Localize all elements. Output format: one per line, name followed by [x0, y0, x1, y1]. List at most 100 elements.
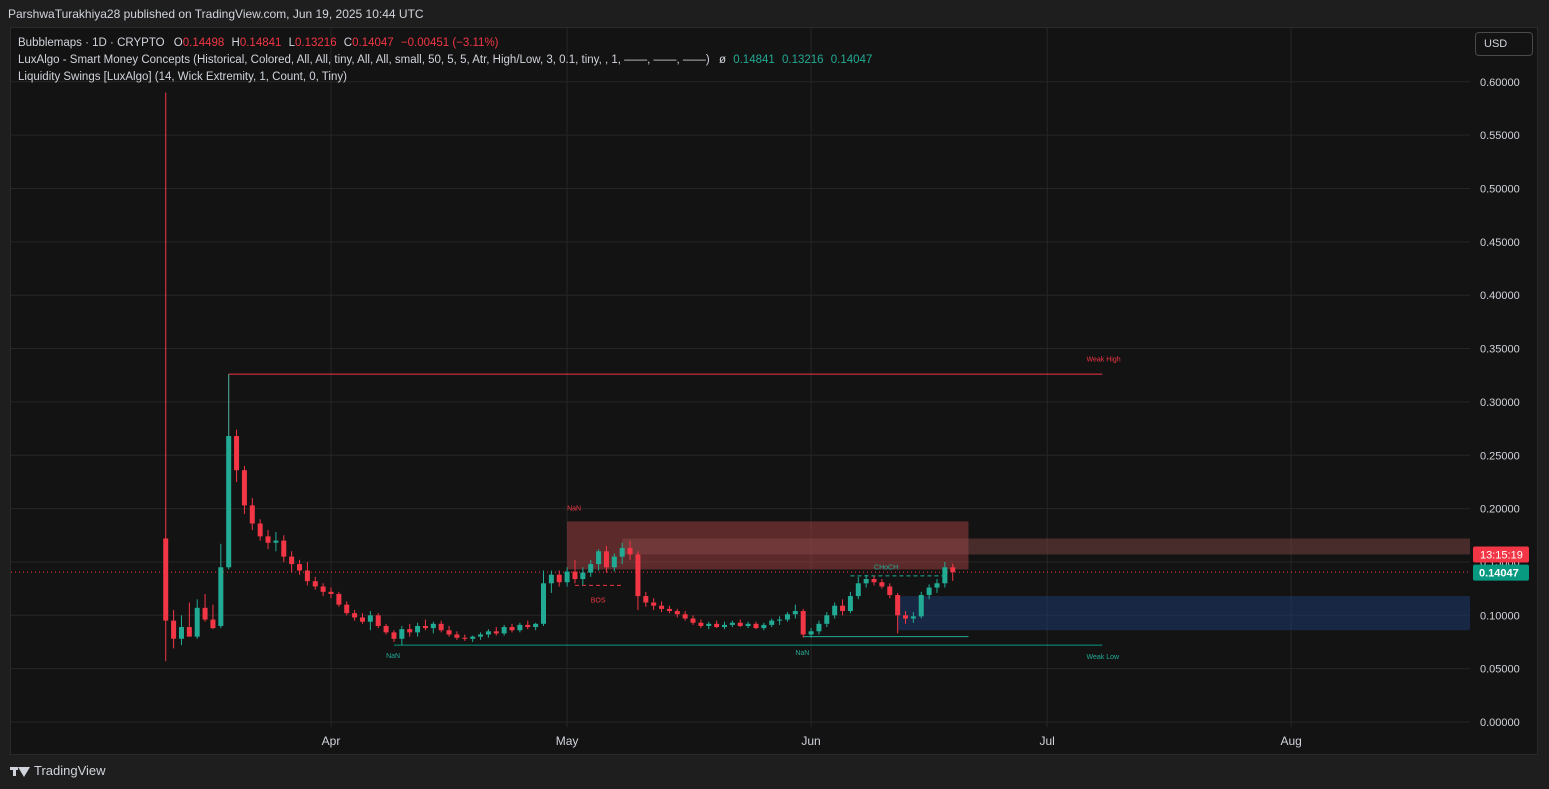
- last-price-text: 0.14047: [1479, 568, 1519, 580]
- candle-body: [572, 571, 578, 580]
- candle-body: [312, 581, 318, 587]
- candle-body: [202, 607, 208, 620]
- candle-body: [485, 631, 491, 635]
- legend-indicator-liquidity[interactable]: Liquidity Swings [LuxAlgo] (14, Wick Ext…: [18, 69, 872, 86]
- candle: [422, 619, 428, 631]
- candle-body: [666, 608, 672, 612]
- candle-body: [761, 624, 767, 629]
- candle: [328, 587, 334, 599]
- candle: [367, 611, 373, 631]
- candle: [777, 616, 783, 625]
- candle-body: [446, 630, 452, 635]
- candle: [415, 622, 421, 637]
- tradingview-brand-label: TradingView: [34, 763, 106, 778]
- candle: [745, 621, 751, 629]
- ohlc-close-label: C: [343, 37, 353, 49]
- indicator-smc-value-1: 0.14841: [733, 54, 775, 66]
- candle: [312, 576, 318, 590]
- candle: [344, 601, 350, 616]
- candle-body: [540, 583, 546, 624]
- axis-layer: 0.60000 0.55000 0.50000 0.45000 0.40000 0.350…: [322, 77, 1529, 748]
- legend-symbol-row: Bubblemaps · 1D · CRYPTO O0.14498 H0.148…: [18, 35, 872, 52]
- candle: [178, 615, 184, 646]
- candle-body: [501, 627, 507, 634]
- candle: [816, 620, 822, 635]
- candle: [580, 567, 586, 586]
- candle: [407, 623, 413, 637]
- candle-body: [588, 564, 594, 573]
- supply-zone: [567, 521, 969, 570]
- candle: [375, 613, 381, 629]
- candle-body: [422, 625, 428, 629]
- candle-body: [832, 605, 838, 616]
- x-tick-label: Jul: [1039, 734, 1054, 748]
- candle-body: [171, 620, 177, 639]
- y-tick-label: 0.40000: [1480, 290, 1520, 302]
- candle: [218, 543, 224, 629]
- candle: [493, 627, 499, 636]
- candle-body: [674, 611, 680, 615]
- ohlc-high-value: 0.14841: [239, 37, 282, 49]
- candle-body: [265, 536, 271, 543]
- candle: [462, 634, 468, 641]
- candle-body: [556, 574, 562, 583]
- candle: [643, 591, 649, 607]
- legend-indicator-smc[interactable]: LuxAlgo - Smart Money Concepts (Historic…: [18, 52, 872, 69]
- indicator-smc-value-3: 0.14047: [830, 54, 873, 66]
- candle: [824, 612, 830, 628]
- candle: [564, 567, 570, 587]
- candle: [635, 551, 641, 610]
- candle: [234, 429, 240, 482]
- candle: [863, 574, 869, 588]
- published-byline: ParshwaTurakhiya28 published on TradingV…: [8, 7, 424, 21]
- candle-body: [934, 583, 940, 588]
- candle-body: [777, 619, 783, 621]
- candle: [186, 602, 192, 637]
- x-tick-label: May: [556, 734, 579, 748]
- ohlc-low-value: 0.13216: [295, 37, 337, 49]
- candle-body: [226, 436, 232, 568]
- candle-body: [603, 551, 609, 568]
- candle: [619, 542, 625, 565]
- tradingview-brand[interactable]: TradingView: [10, 763, 106, 778]
- candle-body: [218, 567, 224, 626]
- candle-body: [926, 587, 932, 596]
- candle-body: [320, 586, 326, 592]
- structure-label: CHoCH: [874, 564, 898, 571]
- y-tick-label: 0.30000: [1480, 397, 1520, 409]
- candle-body: [635, 554, 641, 597]
- candle: [273, 532, 279, 552]
- ohlc-open-label: O: [173, 37, 183, 49]
- candle: [194, 599, 200, 639]
- candle: [336, 591, 342, 607]
- candle: [879, 579, 885, 589]
- candle: [359, 613, 365, 624]
- candle: [651, 598, 657, 610]
- candle: [171, 609, 177, 649]
- structure-label: NaN: [567, 506, 581, 513]
- candle: [540, 570, 546, 626]
- candle: [454, 631, 460, 640]
- candle-body: [470, 636, 476, 639]
- candle-body: [391, 632, 397, 639]
- chart-frame[interactable]: [10, 27, 1538, 755]
- candle-body: [564, 571, 570, 583]
- chart-legend: Bubblemaps · 1D · CRYPTO O0.14498 H0.148…: [18, 35, 872, 86]
- x-tick-label: Apr: [322, 734, 341, 748]
- candle-body: [729, 622, 735, 625]
- indicator-liquidity-label: Liquidity Swings [LuxAlgo] (14, Wick Ext…: [18, 71, 347, 83]
- label-layer: NaN BOS CHoCH NaN NaN Weak High Weak Low: [386, 356, 1121, 661]
- candle-body: [737, 622, 743, 626]
- currency-button[interactable]: USD: [1475, 32, 1533, 56]
- candle: [265, 529, 271, 550]
- candle-body: [297, 564, 303, 571]
- y-tick-label: 0.55000: [1480, 130, 1520, 142]
- candle: [446, 625, 452, 637]
- symbol-name[interactable]: Bubblemaps · 1D · CRYPTO: [18, 37, 165, 49]
- candle: [603, 545, 609, 573]
- y-tick-label: 0.10000: [1480, 610, 1520, 622]
- candle: [352, 609, 358, 621]
- candle-body: [706, 623, 712, 626]
- candle-body: [863, 579, 869, 584]
